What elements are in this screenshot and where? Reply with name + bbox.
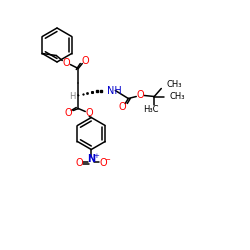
- Text: O: O: [118, 102, 126, 113]
- Text: O: O: [136, 90, 144, 100]
- Text: H: H: [69, 92, 75, 101]
- Text: O: O: [100, 158, 107, 168]
- Text: O: O: [62, 58, 70, 68]
- Text: O: O: [76, 158, 83, 168]
- Text: −: −: [104, 158, 110, 164]
- Text: N: N: [87, 154, 95, 164]
- Text: CH₃: CH₃: [169, 92, 185, 101]
- Text: O: O: [64, 108, 72, 118]
- Text: NH: NH: [107, 86, 122, 96]
- Text: CH₃: CH₃: [166, 80, 182, 89]
- Text: H₃C: H₃C: [144, 105, 159, 114]
- Text: O: O: [86, 108, 93, 118]
- Text: +: +: [93, 154, 99, 160]
- Text: O: O: [82, 56, 89, 66]
